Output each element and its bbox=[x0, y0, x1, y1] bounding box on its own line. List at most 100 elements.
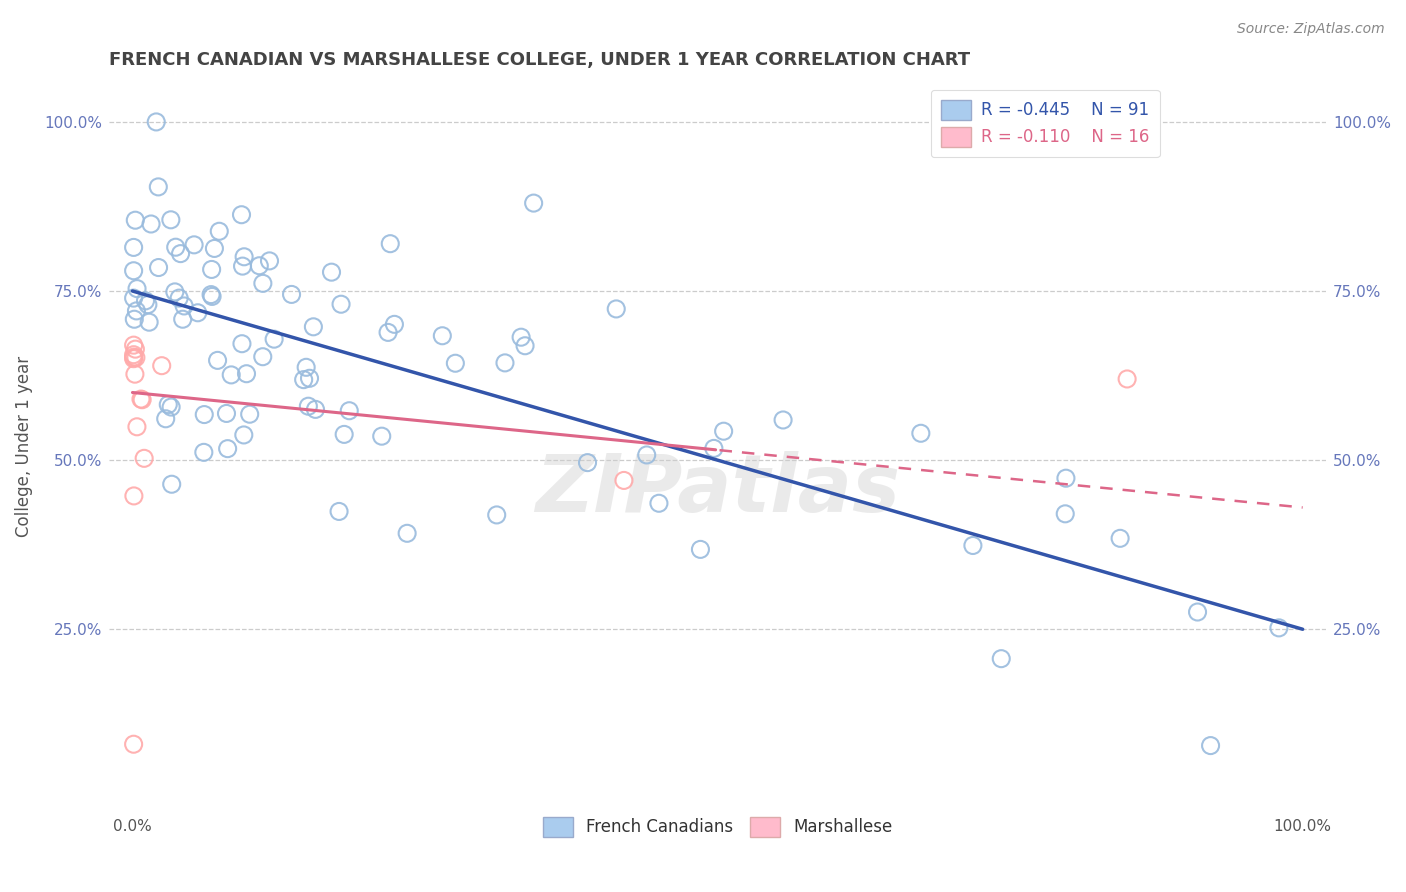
Point bbox=[295, 360, 318, 375]
Point bbox=[298, 371, 321, 385]
Point bbox=[125, 351, 148, 365]
Point bbox=[252, 350, 274, 364]
Point bbox=[485, 508, 508, 522]
Point bbox=[613, 474, 636, 488]
Point bbox=[330, 297, 353, 311]
Point bbox=[1109, 532, 1132, 546]
Text: ZIPatlas: ZIPatlas bbox=[536, 451, 900, 530]
Point bbox=[297, 399, 319, 413]
Point bbox=[231, 336, 253, 351]
Point bbox=[201, 262, 224, 277]
Point bbox=[215, 407, 238, 421]
Point bbox=[183, 237, 205, 252]
Point bbox=[122, 351, 145, 366]
Point bbox=[510, 330, 533, 344]
Point bbox=[150, 359, 173, 373]
Point bbox=[145, 115, 167, 129]
Point bbox=[990, 651, 1012, 665]
Point bbox=[207, 353, 229, 368]
Point bbox=[337, 403, 360, 417]
Point bbox=[252, 277, 274, 291]
Point bbox=[124, 312, 146, 326]
Point bbox=[167, 291, 190, 305]
Point bbox=[131, 392, 153, 407]
Point bbox=[217, 442, 239, 456]
Point bbox=[163, 285, 186, 299]
Point bbox=[172, 312, 194, 326]
Point bbox=[321, 265, 343, 279]
Point bbox=[235, 367, 257, 381]
Point bbox=[231, 208, 253, 222]
Y-axis label: College, Under 1 year: College, Under 1 year bbox=[15, 356, 32, 537]
Point bbox=[148, 260, 170, 275]
Point bbox=[304, 402, 326, 417]
Point bbox=[292, 373, 315, 387]
Point bbox=[122, 338, 145, 352]
Legend: French Canadians, Marshallese: French Canadians, Marshallese bbox=[536, 810, 898, 844]
Point bbox=[910, 426, 932, 441]
Point bbox=[636, 448, 658, 462]
Point bbox=[187, 306, 209, 320]
Point bbox=[494, 356, 516, 370]
Point bbox=[155, 411, 177, 425]
Text: FRENCH CANADIAN VS MARSHALLESE COLLEGE, UNDER 1 YEAR CORRELATION CHART: FRENCH CANADIAN VS MARSHALLESE COLLEGE, … bbox=[110, 51, 970, 69]
Point bbox=[148, 180, 170, 194]
Point bbox=[122, 348, 145, 362]
Point bbox=[444, 356, 467, 370]
Point bbox=[523, 196, 546, 211]
Point bbox=[1268, 621, 1291, 635]
Point bbox=[136, 298, 159, 312]
Point bbox=[134, 451, 156, 466]
Point bbox=[1054, 471, 1077, 485]
Point bbox=[160, 400, 183, 414]
Point bbox=[125, 282, 148, 296]
Point bbox=[396, 526, 419, 541]
Point bbox=[1199, 739, 1222, 753]
Point bbox=[1187, 605, 1209, 619]
Point bbox=[280, 287, 302, 301]
Point bbox=[129, 392, 152, 406]
Point bbox=[125, 304, 148, 318]
Point bbox=[165, 240, 187, 254]
Point bbox=[380, 236, 402, 251]
Point bbox=[122, 264, 145, 278]
Point bbox=[239, 407, 262, 421]
Point bbox=[124, 213, 146, 227]
Point bbox=[233, 250, 256, 264]
Point bbox=[377, 326, 399, 340]
Point bbox=[333, 427, 356, 442]
Point bbox=[219, 368, 242, 382]
Point bbox=[160, 477, 183, 491]
Point bbox=[259, 253, 281, 268]
Point bbox=[703, 442, 725, 456]
Point bbox=[576, 456, 599, 470]
Point bbox=[122, 489, 145, 503]
Point bbox=[134, 293, 156, 308]
Point bbox=[232, 428, 254, 442]
Point bbox=[202, 242, 225, 256]
Point bbox=[193, 445, 215, 459]
Point bbox=[1054, 507, 1077, 521]
Text: Source: ZipAtlas.com: Source: ZipAtlas.com bbox=[1237, 22, 1385, 37]
Point bbox=[139, 217, 162, 231]
Point bbox=[772, 413, 794, 427]
Point bbox=[263, 332, 285, 346]
Point bbox=[513, 339, 536, 353]
Point bbox=[122, 291, 145, 305]
Point bbox=[208, 224, 231, 238]
Point bbox=[157, 398, 180, 412]
Point bbox=[122, 240, 145, 254]
Point bbox=[605, 301, 627, 316]
Point bbox=[160, 212, 183, 227]
Point bbox=[328, 504, 350, 518]
Point bbox=[302, 319, 325, 334]
Point bbox=[713, 424, 735, 438]
Point bbox=[125, 419, 148, 434]
Point bbox=[689, 542, 711, 557]
Point bbox=[247, 259, 270, 273]
Point bbox=[200, 287, 222, 301]
Point bbox=[384, 318, 406, 332]
Point bbox=[169, 246, 191, 260]
Point bbox=[124, 367, 146, 381]
Point bbox=[124, 342, 146, 356]
